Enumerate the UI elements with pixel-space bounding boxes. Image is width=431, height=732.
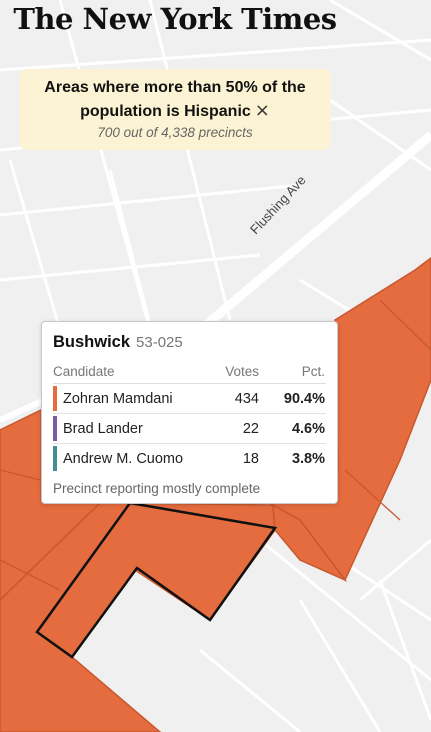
table-row: Brad Lander 22 4.6% (53, 413, 326, 444)
neighborhood-name: Bushwick (53, 333, 131, 351)
header-votes: Votes (216, 359, 259, 384)
pct-cell: 4.6% (259, 413, 326, 444)
table-row: Zohran Mamdani 434 90.4% (53, 383, 326, 414)
filter-title: Areas where more than 50% of the populat… (19, 76, 331, 123)
table-row: Andrew M. Cuomo 18 3.8% (53, 444, 326, 474)
candidate-color-swatch (53, 386, 57, 411)
candidate-name: Andrew M. Cuomo (63, 450, 184, 467)
precinct-id: 53-025 (136, 334, 183, 351)
table-header-row: Candidate Votes Pct. (53, 359, 326, 384)
candidate-name: Brad Lander (63, 420, 143, 437)
candidate-cell: Zohran Mamdani (53, 383, 217, 414)
candidate-color-swatch (53, 446, 57, 471)
nyt-masthead-logo[interactable]: The New York Times (13, 2, 337, 36)
candidate-color-swatch (53, 416, 57, 441)
pct-value: 3.8% (291, 450, 325, 467)
candidate-name: Zohran Mamdani (63, 390, 173, 407)
flushing-ave-road (197, 131, 431, 334)
pct-value: 4.6% (291, 420, 325, 437)
precinct-tooltip: Bushwick 53-025 Candidate Votes Pct. Zohr… (41, 321, 338, 504)
pct-value: 90.4% (283, 390, 325, 407)
close-icon[interactable]: × (254, 100, 270, 121)
results-table: Candidate Votes Pct. Zohran Mamdani 434 … (53, 359, 326, 473)
tooltip-header: Bushwick 53-025 (53, 333, 326, 357)
selected-precinct-outline[interactable] (35, 501, 278, 659)
pct-cell: 3.8% (259, 444, 326, 474)
header-pct: Pct. (259, 359, 326, 384)
precinct-polygon[interactable] (272, 503, 348, 582)
population-filter-chip: Areas where more than 50% of the populat… (19, 69, 331, 150)
precinct-borders (0, 299, 431, 591)
filter-title-text: Areas where more than 50% of the populat… (44, 79, 306, 120)
pct-cell: 90.4% (259, 383, 326, 414)
reporting-status: Precinct reporting mostly complete (53, 481, 261, 496)
votes-cell: 434 (216, 383, 259, 414)
filter-subtitle: 700 out of 4,338 precincts (97, 125, 253, 140)
header-candidate: Candidate (53, 359, 217, 384)
votes-cell: 22 (216, 413, 259, 444)
candidate-cell: Andrew M. Cuomo (53, 444, 217, 474)
votes-cell: 18 (242, 450, 259, 467)
candidate-cell: Brad Lander (53, 413, 217, 444)
